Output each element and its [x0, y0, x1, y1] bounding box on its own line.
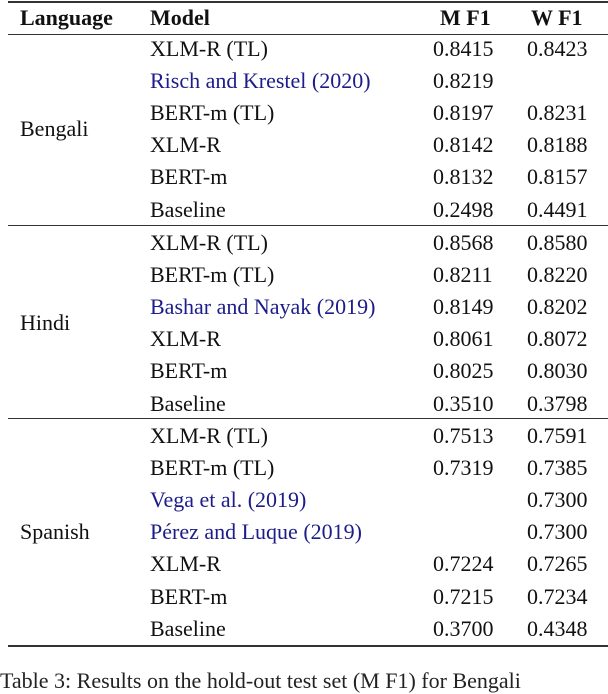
w-f1-cell: 0.7234: [527, 583, 588, 609]
group-rule: [8, 225, 608, 226]
w-f1-cell: 0.8231: [527, 100, 588, 126]
header-model: Model: [150, 5, 210, 30]
w-f1-cell: 0.7300: [527, 487, 588, 513]
model-cell[interactable]: Bashar and Nayak (2019): [150, 294, 376, 320]
table-row: Baseline 0.3510 0.3798: [0, 388, 608, 420]
m-f1-cell: 0.8568: [433, 230, 494, 255]
m-f1-cell: 0.8132: [433, 164, 494, 190]
model-cell[interactable]: Vega et al. (2019): [150, 487, 307, 513]
m-f1-cell: 0.8197: [433, 100, 494, 126]
header-m-f1: M F1: [440, 5, 491, 30]
w-f1-cell: 0.8157: [527, 164, 588, 190]
model-cell: BERT-m: [150, 358, 228, 384]
w-f1-cell: 0.4491: [527, 196, 588, 222]
table-row: BERT-m (TL) 0.8197 0.8231: [0, 97, 608, 129]
table-row: BERT-m (TL) 0.7319 0.7385: [0, 452, 608, 484]
m-f1-cell: 0.8061: [433, 326, 494, 352]
table-row: XLM-R (TL) 0.7513 0.7591: [0, 420, 608, 452]
table-row: BERT-m 0.7215 0.7234: [0, 581, 608, 613]
table-header: Language Model M F1 W F1: [0, 2, 608, 34]
w-f1-cell: 0.8423: [527, 36, 588, 61]
w-f1-cell: 0.7300: [527, 519, 588, 545]
model-cell: XLM-R (TL): [150, 36, 268, 61]
table-row: Baseline 0.3700 0.4348: [0, 613, 608, 645]
table-row: BERT-m (TL) 0.8211 0.8220: [0, 259, 608, 291]
model-cell: XLM-R: [150, 551, 221, 577]
m-f1-cell: 0.8142: [433, 132, 494, 158]
m-f1-cell: 0.8025: [433, 358, 494, 384]
table-row: XLM-R 0.8061 0.8072: [0, 323, 608, 355]
w-f1-cell: 0.7385: [527, 455, 588, 481]
table-row: Vega et al. (2019) 0.7300: [0, 484, 608, 516]
group-rule: [8, 418, 608, 419]
model-cell: XLM-R (TL): [150, 230, 268, 255]
header-w-f1: W F1: [531, 5, 583, 30]
w-f1-cell: 0.7265: [527, 551, 588, 577]
m-f1-cell: 0.7215: [433, 583, 494, 609]
model-cell: Baseline: [150, 390, 226, 416]
language-cell: Hindi: [20, 310, 71, 336]
m-f1-cell: 0.8415: [433, 36, 494, 61]
table-row: Bashar and Nayak (2019) 0.8149 0.8202: [0, 291, 608, 323]
bottom-rule: [8, 645, 608, 647]
language-cell: Bengali: [20, 116, 89, 142]
m-f1-cell: 0.7319: [433, 455, 494, 481]
table-row: XLM-R (TL) 0.8568 0.8580: [0, 227, 608, 259]
m-f1-cell: 0.8211: [433, 262, 493, 288]
table-row: Risch and Krestel (2020) 0.8219: [0, 65, 608, 97]
model-cell: XLM-R: [150, 132, 221, 158]
w-f1-cell: 0.8072: [527, 326, 588, 352]
w-f1-cell: 0.4348: [527, 615, 588, 641]
m-f1-cell: 0.8149: [433, 294, 494, 320]
table-row: XLM-R 0.8142 0.8188: [0, 129, 608, 161]
model-cell: BERT-m (TL): [150, 455, 275, 481]
language-cell: Spanish: [20, 519, 90, 545]
table-row: BERT-m 0.8025 0.8030: [0, 355, 608, 387]
table-row: XLM-R 0.7224 0.7265: [0, 548, 608, 580]
w-f1-cell: 0.8030: [527, 358, 588, 384]
model-cell: BERT-m: [150, 583, 228, 609]
header-language: Language: [20, 5, 113, 30]
header-rule: [8, 34, 608, 35]
model-cell: XLM-R (TL): [150, 423, 268, 448]
m-f1-cell: 0.7513: [433, 423, 494, 448]
table-row: XLM-R (TL) 0.8415 0.8423: [0, 33, 608, 65]
w-f1-cell: 0.8220: [527, 262, 588, 288]
model-cell: BERT-m (TL): [150, 100, 275, 126]
model-cell[interactable]: Pérez and Luque (2019): [150, 519, 362, 545]
model-cell: BERT-m (TL): [150, 262, 275, 288]
w-f1-cell: 0.7591: [527, 423, 588, 448]
model-cell: XLM-R: [150, 326, 221, 352]
model-cell: Baseline: [150, 615, 226, 641]
table-row: Baseline 0.2498 0.4491: [0, 194, 608, 226]
m-f1-cell: 0.3700: [433, 615, 494, 641]
table-row: Pérez and Luque (2019) 0.7300: [0, 516, 608, 548]
w-f1-cell: 0.8580: [527, 230, 588, 255]
table-caption: Table 3: Results on the hold-out test se…: [0, 668, 521, 693]
table-row: BERT-m 0.8132 0.8157: [0, 161, 608, 193]
m-f1-cell: 0.8219: [433, 68, 494, 94]
model-cell: BERT-m: [150, 164, 228, 190]
m-f1-cell: 0.2498: [433, 196, 494, 222]
top-rule: [8, 1, 608, 3]
w-f1-cell: 0.3798: [527, 390, 588, 416]
m-f1-cell: 0.3510: [433, 390, 494, 416]
model-cell: Baseline: [150, 196, 226, 222]
w-f1-cell: 0.8202: [527, 294, 588, 320]
w-f1-cell: 0.8188: [527, 132, 588, 158]
model-cell[interactable]: Risch and Krestel (2020): [150, 68, 371, 94]
m-f1-cell: 0.7224: [433, 551, 494, 577]
